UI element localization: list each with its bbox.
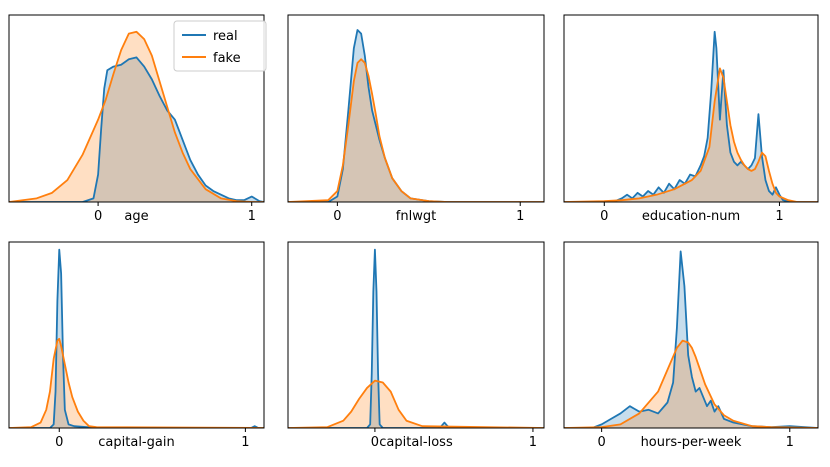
real-density-fill xyxy=(9,57,264,202)
axes-frame xyxy=(8,14,265,203)
x-tick-label: 1 xyxy=(529,435,537,450)
real-density-line xyxy=(288,248,544,428)
fake-density-line xyxy=(564,339,818,428)
x-tick-label: 1 xyxy=(241,435,249,450)
panel-6: 0 1 hours-per-week xyxy=(563,241,819,450)
fake-density-fill xyxy=(9,338,264,428)
legend: real fake xyxy=(173,20,267,72)
legend-frame xyxy=(173,20,267,72)
real-density-line xyxy=(564,30,818,202)
panel-5-plot xyxy=(288,248,544,428)
fake-density-fill xyxy=(564,340,818,428)
fake-density-fill xyxy=(288,59,544,202)
x-tick-label: 0 xyxy=(333,209,341,224)
x-axis-label: hours-per-week xyxy=(641,435,742,450)
fake-density-line xyxy=(9,30,264,202)
fake-density-line xyxy=(288,58,544,202)
fake-density-fill xyxy=(9,31,264,202)
x-tick-label: 0 xyxy=(600,209,608,224)
axes-frame xyxy=(563,241,819,429)
panel-3-plot xyxy=(564,30,818,202)
panel-2: 0 1 fnlwgt xyxy=(287,14,545,224)
fake-density-line xyxy=(9,337,264,428)
x-tick-label: 0 xyxy=(94,209,102,224)
fake-density-fill xyxy=(288,380,544,428)
legend-label-fake: fake xyxy=(213,51,241,66)
legend-label-real: real xyxy=(213,29,238,44)
real-density-line xyxy=(288,29,544,202)
fake-density-fill xyxy=(564,68,818,202)
x-axis-label: education-num xyxy=(642,209,740,224)
x-axis-label: fnlwgt xyxy=(396,209,436,224)
x-tick-label: 1 xyxy=(516,209,524,224)
panel-2-plot xyxy=(288,29,544,202)
panel-5: 0 1 capital-loss xyxy=(287,241,545,450)
x-tick-label: 1 xyxy=(775,209,783,224)
x-tick-label: 0 xyxy=(597,435,605,450)
axes-frame xyxy=(563,14,819,203)
panel-1: 0 1 age xyxy=(8,14,265,224)
x-axis-label: capital-loss xyxy=(379,435,453,450)
x-tick-label: 1 xyxy=(786,435,794,450)
x-tick-label: 0 xyxy=(371,435,379,450)
fake-density-line xyxy=(564,67,818,202)
real-density-fill xyxy=(564,251,818,428)
real-density-fill xyxy=(288,29,544,202)
x-tick-label: 1 xyxy=(248,209,256,224)
panel-3: 0 1 education-num xyxy=(563,14,819,224)
axes-frame xyxy=(8,241,265,429)
panel-1-plot xyxy=(9,30,264,202)
x-tick-label: 0 xyxy=(55,435,63,450)
real-density-line xyxy=(564,250,818,428)
axes-frame xyxy=(287,14,545,203)
panel-6-plot xyxy=(564,250,818,428)
x-axis-label: age xyxy=(124,209,148,224)
real-density-fill xyxy=(564,31,818,202)
panel-4: 0 1 capital-gain xyxy=(8,241,265,450)
real-density-fill xyxy=(288,249,544,428)
fake-density-line xyxy=(288,379,544,428)
x-axis-label: capital-gain xyxy=(98,435,174,450)
axes-frame xyxy=(287,241,545,429)
panel-4-plot xyxy=(9,248,264,428)
